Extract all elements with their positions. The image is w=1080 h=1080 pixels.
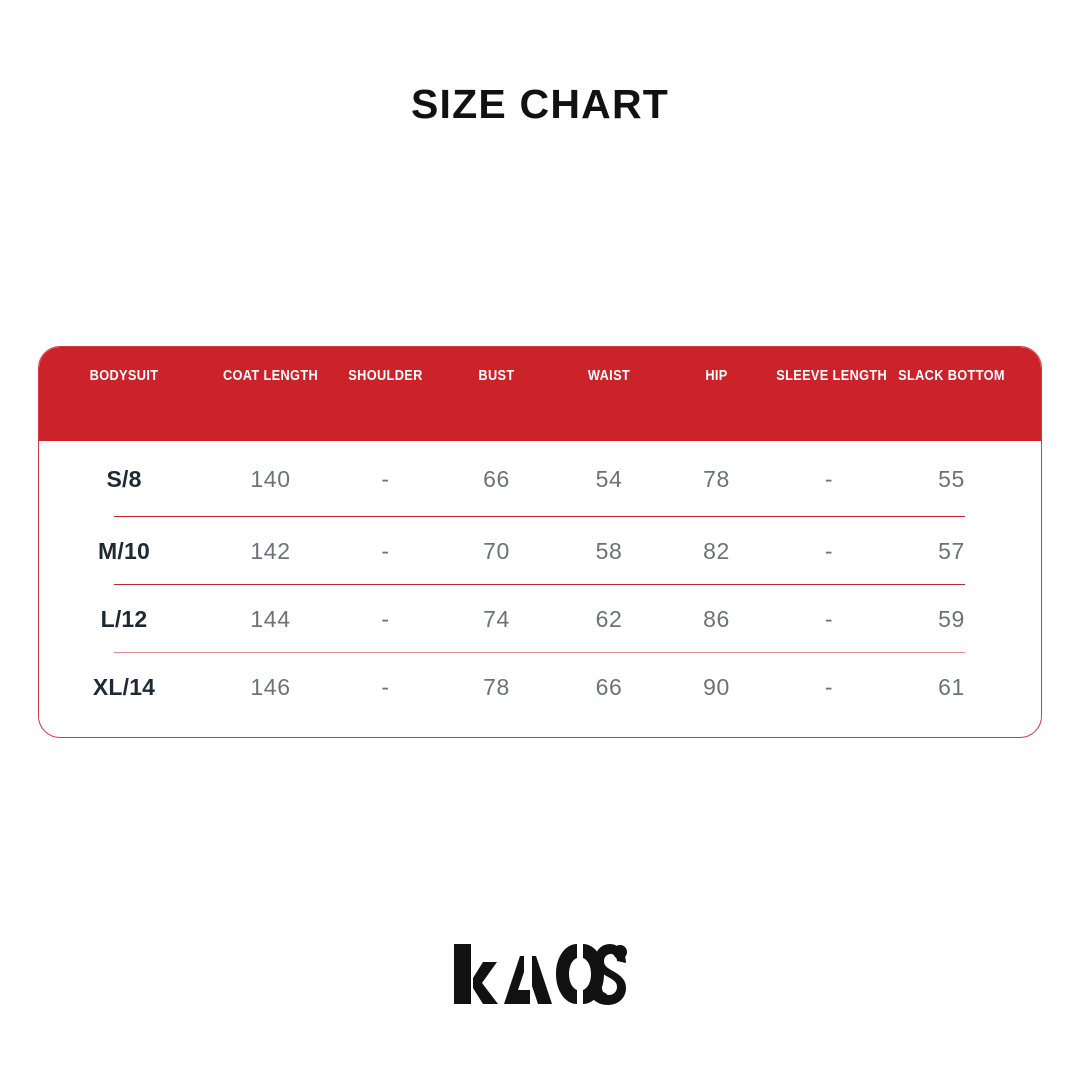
cell-coat-length: 142 (250, 537, 291, 564)
row-separator (114, 516, 965, 517)
column-header-slack-bottom: SLACK BOTTOM (898, 368, 1005, 384)
cell-shoulder: - (381, 605, 390, 632)
table-row[interactable]: L/12 144 - 74 62 86 - 59 (39, 585, 1041, 653)
row-size-label: L/12 (100, 605, 148, 632)
cell-bust: 70 (483, 537, 510, 564)
cell-waist: 62 (595, 605, 623, 632)
cell-slack-bottom: 55 (938, 465, 965, 492)
column-header-coat-length: COAT LENGTH (222, 368, 319, 384)
cell-slack-bottom: 57 (938, 537, 965, 564)
brand-logo: KAOS (0, 938, 1080, 1010)
row-separator (114, 720, 965, 721)
cell-shoulder: - (381, 465, 390, 492)
table-header-band: BODYSUIT COAT LENGTH SHOULDER BUST WAIST… (39, 347, 1041, 441)
cell-slack-bottom: 59 (938, 605, 965, 632)
cell-coat-length: 144 (250, 605, 291, 632)
table-row[interactable]: XL/14 146 - 78 66 90 - 61 (39, 653, 1041, 721)
cell-sleeve-length: - (824, 673, 834, 700)
column-header-bust: BUST (478, 368, 515, 384)
size-chart-card: BODYSUIT COAT LENGTH SHOULDER BUST WAIST… (38, 346, 1042, 738)
row-size-label: XL/14 (92, 673, 156, 700)
page-title: SIZE CHART (411, 81, 669, 127)
cell-coat-length: 140 (250, 465, 291, 492)
cell-hip: 90 (703, 673, 730, 700)
row-size-label: M/10 (98, 537, 150, 564)
column-header-shoulder: SHOULDER (348, 368, 423, 384)
column-header-bodysuit: BODYSUIT (89, 368, 159, 384)
cell-bust: 78 (483, 673, 510, 700)
cell-slack-bottom: 61 (938, 673, 965, 700)
cell-shoulder: - (381, 673, 390, 700)
table-row[interactable]: S/8 140 - 66 54 78 - 55 (39, 441, 1041, 517)
cell-sleeve-length: - (824, 537, 834, 564)
row-size-label: S/8 (106, 465, 142, 492)
cell-shoulder: - (381, 537, 390, 564)
cell-hip: 78 (703, 465, 730, 492)
row-separator (114, 584, 965, 585)
cell-sleeve-length: - (824, 465, 834, 492)
table-header-row: BODYSUIT COAT LENGTH SHOULDER BUST WAIST… (39, 347, 1041, 405)
cell-waist: 54 (595, 465, 623, 492)
cell-sleeve-length: - (824, 605, 834, 632)
cell-bust: 74 (483, 605, 510, 632)
table-row[interactable]: M/10 142 - 70 58 82 - 57 (39, 517, 1041, 585)
kaos-logo-icon (454, 944, 627, 1005)
cell-hip: 86 (703, 605, 730, 632)
column-header-waist: WAIST (587, 368, 631, 384)
column-header-hip: HIP (705, 368, 728, 384)
cell-waist: 58 (595, 537, 623, 564)
row-separator (114, 652, 965, 653)
cell-hip: 82 (703, 537, 730, 564)
cell-waist: 66 (595, 673, 623, 700)
cell-bust: 66 (483, 465, 510, 492)
table-body: S/8 140 - 66 54 78 - 55 M/10 142 - 70 58… (39, 441, 1041, 721)
cell-coat-length: 146 (250, 673, 291, 700)
column-header-sleeve-length: SLEEVE LENGTH (776, 368, 888, 384)
